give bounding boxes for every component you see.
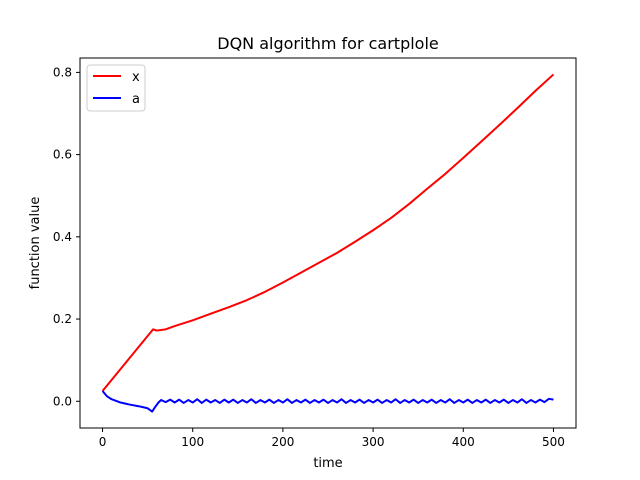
y-axis-ticks: 0.0 0.2 0.4 0.6 0.8 [53,65,80,408]
series-layer [101,73,555,413]
x-axis-label: time [313,456,342,471]
y-tick-label: 0.8 [53,65,72,79]
y-axis-label: function value [28,197,43,290]
x-tick-label: 300 [362,435,385,449]
legend: x a [86,64,146,112]
series-line-x [101,73,555,392]
y-tick-label: 0.2 [53,312,72,326]
y-tick-label: 0.4 [53,230,72,244]
y-tick-label: 0.0 [53,394,72,408]
x-tick-label: 400 [452,435,475,449]
x-tick-label: 0 [99,435,107,449]
plot-area [79,57,577,429]
legend-label-a: a [132,92,140,107]
x-tick-label: 100 [181,435,204,449]
y-tick-label: 0.6 [53,148,72,162]
chart-title: DQN algorithm for cartplole [217,34,439,53]
series-line-a [101,390,554,413]
x-tick-label: 500 [542,435,565,449]
axes-frame [79,57,577,429]
x-axis-ticks: 0 100 200 300 400 500 [99,428,565,449]
x-tick-label: 200 [271,435,294,449]
legend-label-x: x [132,70,140,85]
